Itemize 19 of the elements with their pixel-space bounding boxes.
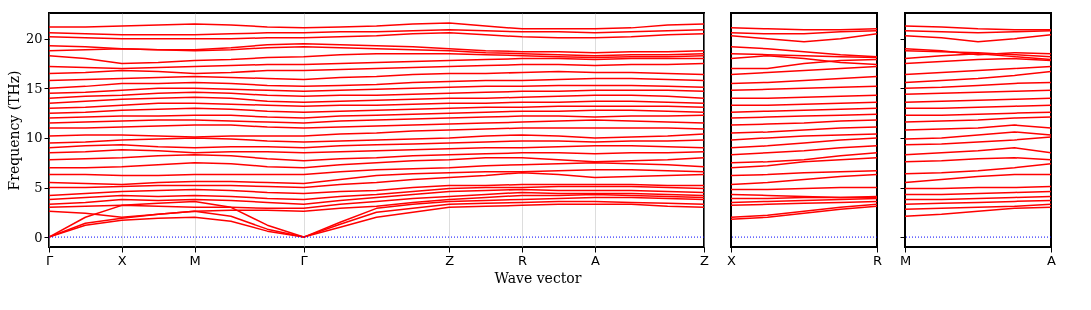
y-tick-label: 5 bbox=[34, 180, 43, 196]
y-axis-title: Frequency (THz) bbox=[5, 70, 22, 191]
x-tick-label: A bbox=[1047, 252, 1057, 268]
y-tick-label: 0 bbox=[34, 229, 43, 245]
y-tick-label: 20 bbox=[25, 31, 43, 47]
x-tick-label: X bbox=[117, 252, 127, 268]
x-tick-label: R bbox=[518, 252, 528, 268]
y-tick-label: 10 bbox=[25, 130, 43, 146]
x-tick-label: A bbox=[590, 252, 600, 268]
x-axis-title: Wave vector bbox=[494, 269, 582, 286]
x-tick-label: Z bbox=[445, 252, 455, 268]
x-tick-label: M bbox=[899, 252, 912, 268]
x-tick-label: Z bbox=[700, 252, 710, 268]
x-tick-label: R bbox=[872, 252, 883, 268]
x-tick-label: Γ bbox=[300, 252, 309, 268]
y-tick-label: 15 bbox=[25, 80, 43, 96]
x-tick-label: Γ bbox=[45, 252, 54, 268]
x-tick-label: M bbox=[189, 252, 201, 268]
x-tick-label: X bbox=[727, 252, 737, 268]
